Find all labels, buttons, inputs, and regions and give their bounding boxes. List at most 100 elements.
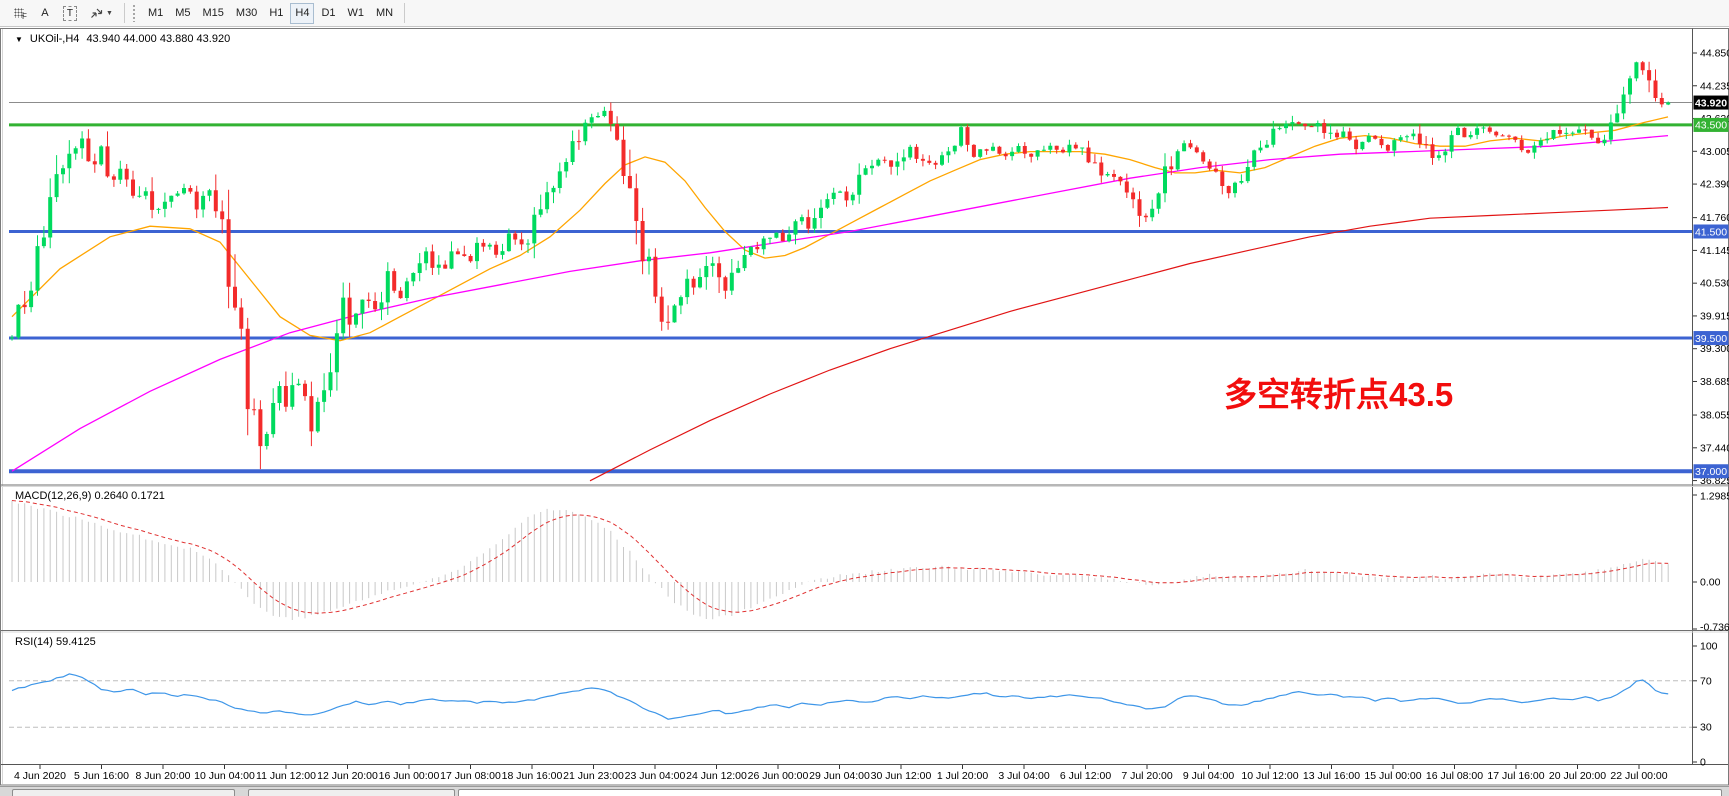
date-tick-label: 6 Jul 12:00: [1060, 770, 1112, 782]
macd-tick-label: 1.2985: [1700, 491, 1729, 503]
timeframe-m1[interactable]: M1: [147, 7, 164, 19]
toolbar-grip[interactable]: [131, 4, 137, 22]
chart-tabs-strip: [0, 786, 1729, 796]
badge-bg: [1693, 464, 1729, 479]
price-tick-label: 41.760: [1700, 212, 1729, 224]
timeframe-mn[interactable]: MN: [376, 7, 394, 19]
price-tick-label: 44.235: [1700, 80, 1729, 92]
price-tick-label: 43.005: [1700, 146, 1729, 158]
date-tick-label: 18 Jun 16:00: [502, 770, 563, 782]
price-tick-label: 39.300: [1700, 343, 1729, 355]
chart-window-border: [0, 28, 1729, 786]
toolbar: F A T ▼ M1 M5 M15 M30 H1 H4 D1 W1 MN: [0, 0, 1729, 27]
rsi-indicator-label: RSI(14) 59.4125: [15, 636, 96, 648]
date-tick-label: 30 Jun 12:00: [871, 770, 932, 782]
price-axis: 44.85044.23543.62043.00542.39041.76041.1…: [1693, 48, 1729, 487]
price-tick-label: 38.055: [1700, 410, 1729, 422]
date-tick-label: 10 Jun 04:00: [194, 770, 255, 782]
price-tick-label: 39.915: [1700, 310, 1729, 322]
bull-candle-bodies: [10, 62, 1671, 446]
price-tick-label: 42.390: [1700, 179, 1729, 191]
toolbar-separator: [123, 3, 125, 23]
main-price-pane: [9, 61, 1692, 482]
ma-slow-red-line: [589, 206, 1669, 482]
ma-fast-orange-line: [11, 116, 1669, 342]
text-box-icon[interactable]: T: [58, 3, 82, 24]
f-glyph: F: [22, 12, 27, 21]
date-tick-label: 16 Jun 00:00: [379, 770, 440, 782]
date-tick-label: 7 Jul 20:00: [1121, 770, 1173, 782]
date-tick-label: 3 Jul 04:00: [998, 770, 1050, 782]
date-tick-label: 4 Jun 2020: [14, 770, 66, 782]
date-tick-label: 13 Jul 16:00: [1303, 770, 1360, 782]
chart-tab-2[interactable]: [248, 789, 455, 796]
timeframe-h1[interactable]: H1: [269, 7, 284, 19]
timeframe-m5[interactable]: M5: [175, 7, 191, 19]
rsi-tick-label: 100: [1700, 641, 1718, 653]
symbol-period-label: UKOil-,H4: [29, 33, 80, 45]
macd-histogram: [11, 500, 1669, 620]
date-tick-label: 9 Jul 04:00: [1183, 770, 1235, 782]
price-badge-43.920: 43.920: [1693, 95, 1729, 110]
rsi-pane: 100 70 30 0: [9, 641, 1718, 769]
collapse-triangle-icon[interactable]: ▼: [15, 34, 23, 44]
dotted-grid-f-icon[interactable]: F: [9, 3, 32, 24]
timeframe-toolbar: M1 M5 M15 M30 H1 H4 D1 W1 MN: [142, 2, 399, 24]
date-tick-label: 16 Jul 08:00: [1426, 770, 1483, 782]
price-badge-43.500: 43.500: [1693, 117, 1729, 132]
badge-bg: [1693, 95, 1729, 110]
timeframe-w1[interactable]: W1: [347, 7, 365, 19]
text-a-icon[interactable]: A: [41, 7, 49, 19]
chart-tab-active[interactable]: [458, 789, 1722, 796]
date-tick-label: 17 Jun 08:00: [440, 770, 501, 782]
date-tick-label: 23 Jun 04:00: [625, 770, 686, 782]
macd-tick-label: 0.00: [1700, 577, 1721, 589]
price-tick-label: 38.685: [1700, 376, 1729, 388]
date-tick-label: 5 Jun 16:00: [74, 770, 129, 782]
rsi-tick-label: 30: [1700, 722, 1712, 734]
price-tick-label: 37.440: [1700, 442, 1729, 454]
badge-text: 41.500: [1695, 226, 1727, 238]
date-tick-label: 24 Jun 12:00: [686, 770, 747, 782]
badge-text: 37.000: [1695, 466, 1727, 478]
badge-bg: [1693, 117, 1729, 132]
badge-text: 39.500: [1695, 333, 1727, 345]
ohlc-values: 43.940 44.000 43.880 43.920: [86, 33, 231, 45]
timeframe-m15[interactable]: M15: [202, 7, 224, 19]
price-tick-label: 41.145: [1700, 245, 1729, 257]
date-axis: 4 Jun 2020 5 Jun 16:00 8 Jun 20:00 10 Jun 0…: [14, 765, 1668, 782]
macd-signal-line: [11, 500, 1669, 614]
tools-dropdown-caret[interactable]: ▼: [106, 9, 113, 17]
timeframe-m30[interactable]: M30: [235, 7, 258, 19]
date-tick-label: 26 Jun 00:00: [748, 770, 809, 782]
ma-mid-magenta-line: [11, 134, 1669, 472]
chart-title-bar: ▼ UKOil-,H4 43.940 44.000 43.880 43.920: [15, 33, 230, 45]
badge-bg: [1693, 224, 1729, 239]
date-tick-label: 1 Jul 20:00: [937, 770, 989, 782]
date-tick-label: 17 Jul 16:00: [1487, 770, 1544, 782]
rsi-line: [11, 673, 1669, 720]
chart-tab-1[interactable]: [12, 789, 235, 796]
macd-pane: 1.2985 0.00 -0.7362: [11, 491, 1729, 634]
toolbar-separator-2: [404, 3, 406, 23]
date-tick-label: 20 Jul 20:00: [1549, 770, 1606, 782]
date-tick-label: 22 Jul 00:00: [1610, 770, 1667, 782]
price-tick-label: 44.850: [1700, 48, 1729, 60]
date-tick-label: 12 Jun 20:00: [317, 770, 378, 782]
macd-tick-label: -0.7362: [1700, 622, 1729, 634]
chart-text-annotation[interactable]: 多空转折点43.5: [1224, 376, 1454, 413]
dots-glyph: [14, 8, 24, 18]
date-tick-label: 10 Jul 12:00: [1241, 770, 1298, 782]
price-badge-41.500: 41.500: [1693, 224, 1729, 239]
timeframe-d1[interactable]: D1: [321, 7, 336, 19]
price-tick-label: 40.530: [1700, 278, 1729, 290]
timeframe-h4[interactable]: H4: [290, 2, 315, 24]
badge-text: 43.500: [1695, 120, 1727, 132]
price-badge-37.000: 37.000: [1693, 464, 1729, 479]
diagonal-arrows-icon[interactable]: ▼: [84, 3, 118, 24]
price-badge-39.500: 39.500: [1693, 331, 1729, 346]
date-tick-label: 21 Jun 23:00: [563, 770, 624, 782]
date-tick-label: 8 Jun 20:00: [136, 770, 191, 782]
